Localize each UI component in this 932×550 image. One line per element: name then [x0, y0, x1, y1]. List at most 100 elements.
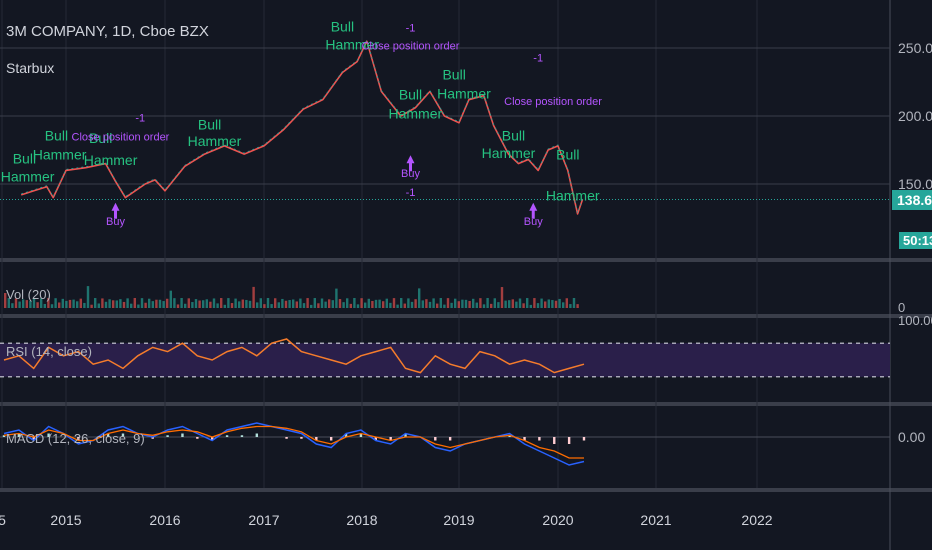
macd-pane-label: MACD (12, 26, close, 9)	[6, 431, 145, 446]
macd-histogram-bar	[2, 435, 6, 437]
volume-bar	[338, 299, 342, 308]
volume-bar	[263, 304, 266, 308]
volume-bar	[428, 301, 432, 308]
pattern-annotation: Bull	[198, 117, 221, 133]
volume-bar	[443, 304, 446, 308]
volume-bar	[346, 298, 349, 308]
pattern-annotation: Hammer	[84, 152, 138, 168]
volume-bar	[36, 302, 39, 308]
signal-label: Close position order	[504, 96, 602, 108]
macd-histogram-bar	[300, 437, 303, 439]
volume-bar	[166, 298, 169, 308]
volume-bar	[83, 302, 86, 308]
volume-bar	[421, 300, 424, 308]
volume-bar	[317, 303, 320, 308]
volume-bar	[331, 300, 334, 308]
volume-bar	[108, 299, 111, 308]
volume-bar	[320, 298, 324, 308]
volume-bar	[209, 301, 212, 308]
volume-bar	[252, 286, 255, 308]
volume-bar	[205, 299, 208, 308]
volume-bar	[266, 298, 270, 308]
volume-bar	[328, 299, 331, 308]
buy-arrow	[111, 202, 120, 219]
volume-bar	[533, 298, 536, 308]
volume-bar	[486, 298, 489, 308]
volume-bar	[7, 298, 10, 308]
rsi-pane-label: RSI (14, close)	[6, 344, 92, 359]
price-series-overlay	[21, 39, 583, 215]
time-tick-label: 2019	[443, 512, 474, 528]
volume-bar	[54, 298, 57, 308]
volume-bar	[234, 298, 237, 308]
signal-label: Close position order	[72, 131, 170, 143]
volume-bar	[29, 300, 32, 308]
pane-separator	[0, 258, 932, 262]
volume-bar	[335, 288, 338, 308]
volume-bar	[90, 304, 93, 308]
volume-bar	[25, 300, 28, 308]
volume-bar	[151, 301, 154, 308]
volume-bar	[450, 302, 453, 308]
macd-histogram-bar	[121, 433, 125, 437]
time-tick-label: 2018	[346, 512, 377, 528]
rsi-tick-label: 100.00	[898, 313, 932, 328]
volume-bar	[310, 304, 313, 308]
volume-bar	[220, 298, 223, 308]
macd-histogram-bar	[374, 437, 377, 441]
volume-bar	[148, 298, 151, 308]
volume-bar	[76, 301, 79, 308]
volume-bar	[32, 298, 36, 308]
macd-histogram-bar	[47, 433, 50, 437]
price-tick-label: 200.00	[898, 108, 932, 124]
volume-bar	[47, 298, 50, 308]
volume-bar	[468, 300, 471, 308]
volume-bar	[169, 290, 172, 308]
volume-tick-label: 0	[898, 300, 905, 315]
macd-histogram-bar	[523, 437, 526, 441]
volume-bar	[223, 304, 226, 308]
volume-bar	[396, 304, 399, 308]
pattern-annotation: Bull	[502, 127, 525, 143]
macd-histogram-bar	[553, 437, 556, 444]
volume-bar	[216, 303, 219, 308]
volume-bar	[382, 301, 385, 308]
volume-bar	[472, 298, 475, 308]
volume-bar	[22, 299, 25, 308]
pattern-annotation: Hammer	[546, 187, 600, 203]
volume-bar	[439, 298, 442, 308]
volume-bar	[101, 298, 104, 308]
volume-bar	[360, 298, 363, 308]
volume-bar	[342, 302, 345, 308]
volume-bar	[68, 299, 72, 308]
pattern-annotation: Bull	[45, 127, 68, 143]
volume-bar	[562, 302, 565, 308]
pattern-annotation: Hammer	[325, 36, 379, 52]
volume-bar	[11, 303, 14, 308]
volume-bar	[299, 298, 302, 308]
rsi-band	[0, 343, 890, 377]
pattern-annotation: Bull	[13, 151, 36, 167]
pattern-annotation: Bull	[89, 130, 112, 146]
volume-bar	[504, 300, 507, 308]
macd-histogram-bar	[285, 437, 288, 439]
volume-bar	[400, 298, 403, 308]
volume-bar	[482, 304, 486, 308]
volume-bar	[436, 303, 439, 308]
volume-bar	[144, 302, 147, 308]
volume-bar	[277, 302, 280, 308]
volume-bar	[403, 303, 406, 308]
pattern-annotation: Hammer	[389, 106, 443, 122]
pattern-annotation: Hammer	[1, 168, 55, 184]
volume-bar	[58, 302, 61, 308]
macd-histogram-bar	[32, 437, 35, 441]
volume-bar	[248, 300, 252, 308]
volume-bar	[50, 304, 54, 308]
volume-bar	[227, 298, 230, 308]
time-tick-label: 2015	[50, 512, 81, 528]
volume-bar	[392, 298, 396, 308]
macd-histogram-bar	[508, 435, 511, 437]
volume-bar	[79, 298, 82, 308]
countdown-badge: 50:13	[899, 232, 932, 249]
